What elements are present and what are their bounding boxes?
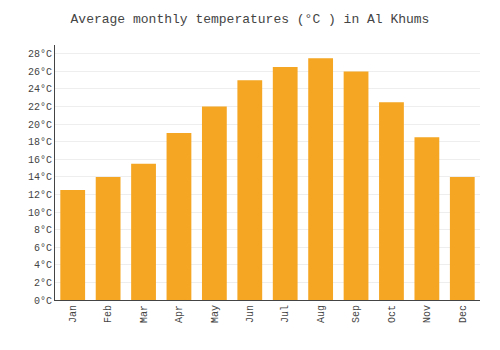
svg-text:Jul: Jul (280, 305, 291, 323)
svg-text:26°C: 26°C (28, 67, 52, 78)
svg-text:0°C: 0°C (34, 296, 52, 307)
svg-text:May: May (210, 305, 221, 323)
svg-text:Nov: Nov (422, 305, 433, 323)
svg-text:8°C: 8°C (34, 225, 52, 236)
svg-text:28°C: 28°C (28, 49, 52, 60)
svg-text:12°C: 12°C (28, 190, 52, 201)
svg-text:2°C: 2°C (34, 278, 52, 289)
svg-text:10°C: 10°C (28, 208, 52, 219)
svg-text:22°C: 22°C (28, 102, 52, 113)
svg-text:Oct: Oct (387, 305, 398, 323)
svg-text:20°C: 20°C (28, 120, 52, 131)
svg-text:Dec: Dec (458, 305, 469, 323)
svg-text:6°C: 6°C (34, 243, 52, 254)
svg-text:Jan: Jan (68, 305, 79, 323)
svg-text:18°C: 18°C (28, 137, 52, 148)
svg-text:Average monthly temperatures (: Average monthly temperatures (°C ) in Al… (71, 12, 430, 27)
svg-text:Aug: Aug (316, 305, 327, 323)
svg-text:24°C: 24°C (28, 84, 52, 95)
svg-text:Mar: Mar (139, 305, 150, 323)
svg-text:4°C: 4°C (34, 260, 52, 271)
svg-text:Feb: Feb (103, 305, 114, 323)
svg-text:14°C: 14°C (28, 172, 52, 183)
svg-text:16°C: 16°C (28, 155, 52, 166)
svg-text:Apr: Apr (174, 305, 185, 323)
svg-text:Jun: Jun (245, 305, 256, 323)
svg-text:Sep: Sep (351, 305, 362, 323)
